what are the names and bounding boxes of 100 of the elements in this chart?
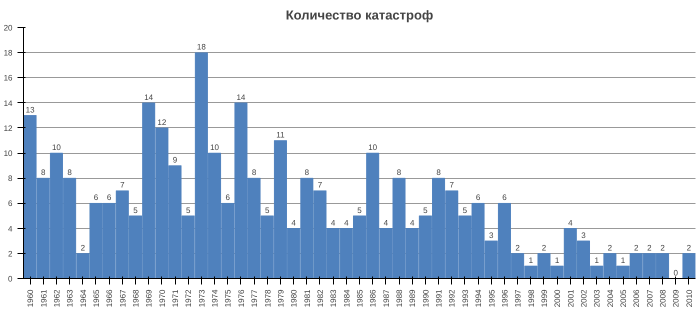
x-tick-label: 1986 (368, 288, 378, 308)
x-tick-label: 2001 (566, 288, 576, 308)
data-label: 4 (384, 218, 389, 228)
x-tick-label: 2010 (684, 288, 694, 308)
x-tick-label: 1992 (448, 288, 457, 308)
x-tick-label: 1996 (500, 288, 510, 308)
bar (682, 253, 696, 278)
x-tick-label: 1967 (118, 288, 128, 308)
x-tick-label: 1975 (224, 288, 233, 308)
data-label: 2 (80, 243, 86, 252)
y-tick-label: 14 (4, 98, 14, 108)
x-tick-label: 2004 (606, 288, 615, 308)
data-label: 3 (489, 230, 494, 240)
data-label: 1 (554, 256, 560, 265)
x-tick-label: 1990 (421, 288, 430, 308)
x-tick-label: 1972 (184, 288, 194, 308)
x-tick-label: 1991 (434, 288, 444, 308)
x-tick-label: 1989 (408, 288, 418, 308)
x-tick-label: 1984 (342, 288, 352, 308)
data-label: 4 (330, 218, 336, 228)
data-label: 5 (186, 206, 191, 215)
x-tick-label: 1981 (302, 288, 312, 308)
x-tick-label: 1971 (171, 288, 180, 308)
y-tick-label: 20 (4, 24, 14, 32)
data-label: 4 (344, 218, 350, 228)
x-tick-label: 1987 (382, 288, 391, 308)
x-tick-label: 1999 (540, 288, 549, 308)
y-tick-label: 2 (8, 249, 14, 258)
data-label: 6 (94, 193, 99, 202)
x-tick-label: 1960 (26, 288, 36, 308)
x-tick-label: 2000 (553, 288, 562, 308)
x-tick-label: 1982 (316, 288, 325, 308)
data-label: 8 (396, 168, 402, 178)
x-tick-label: 2006 (632, 288, 642, 308)
x-tick-label: 1961 (39, 288, 48, 308)
data-label: 7 (318, 180, 323, 190)
x-tick-label: 1985 (356, 288, 364, 308)
y-tick-label: 6 (8, 199, 14, 208)
data-label: 3 (581, 230, 586, 240)
data-label: 5 (357, 206, 362, 215)
data-label: 1 (528, 256, 534, 265)
data-label: 6 (226, 193, 231, 202)
y-tick-label: 18 (4, 48, 14, 58)
y-tick-label: 0 (8, 274, 14, 284)
data-label: 4 (410, 218, 415, 228)
y-tick-label: 8 (8, 174, 14, 184)
x-tick-label: 2003 (592, 288, 602, 308)
x-tick-label: 2008 (658, 288, 668, 308)
x-tick-label: 1980 (290, 288, 299, 308)
x-tick-label: 1997 (514, 288, 523, 308)
x-tick-label: 1966 (105, 288, 114, 308)
y-tick-label: 4 (8, 224, 14, 234)
x-tick-label: 1988 (395, 288, 404, 308)
data-label: 18 (196, 42, 206, 52)
x-tick-label: 1983 (329, 288, 338, 308)
x-tick-label: 2002 (580, 288, 588, 308)
data-label: 8 (304, 168, 310, 178)
x-tick-label: 1979 (276, 288, 286, 308)
y-tick-label: 16 (4, 74, 14, 83)
x-tick-label: 1973 (197, 288, 206, 308)
x-tick-label: 1962 (52, 288, 62, 308)
data-label: 10 (52, 143, 62, 152)
x-tick-label: 1995 (487, 288, 496, 308)
data-label: 2 (634, 243, 639, 252)
data-label: 8 (436, 168, 442, 178)
x-tick-label: 1969 (144, 288, 154, 308)
data-label: 5 (265, 206, 270, 215)
x-tick-label: 1965 (92, 288, 101, 308)
data-label: 7 (120, 180, 126, 190)
data-label: 5 (133, 206, 138, 215)
x-tick-label: 1978 (263, 288, 272, 308)
y-tick-label: 12 (4, 124, 14, 133)
data-label: 8 (252, 168, 257, 178)
x-tick-label: 1977 (250, 288, 260, 308)
data-label: 12 (157, 118, 167, 127)
data-label: 2 (647, 243, 652, 252)
data-label: 2 (608, 243, 613, 252)
data-label: 1 (594, 256, 600, 265)
x-tick-label: 1970 (158, 288, 167, 308)
data-label: 0 (674, 268, 679, 278)
data-label: 13 (26, 105, 36, 114)
data-label: 9 (172, 156, 178, 165)
data-label: 5 (423, 206, 428, 215)
data-label: 6 (476, 193, 481, 202)
data-label: 8 (67, 168, 72, 178)
data-label: 6 (106, 193, 112, 202)
x-tick-label: 1994 (474, 288, 484, 308)
data-label: 11 (276, 130, 286, 140)
data-label: 10 (368, 143, 378, 152)
x-tick-label: 1968 (132, 288, 140, 308)
data-label: 5 (462, 206, 468, 215)
data-label: 6 (502, 193, 508, 202)
data-label: 14 (236, 92, 246, 102)
x-tick-label: 1964 (78, 288, 88, 308)
chart-title: Количество катастроф (286, 8, 434, 22)
data-label: 10 (210, 143, 220, 152)
data-label: 2 (660, 243, 666, 252)
x-tick-label: 1963 (66, 288, 75, 308)
x-tick-label: 1998 (526, 288, 536, 308)
data-label: 2 (542, 243, 547, 252)
